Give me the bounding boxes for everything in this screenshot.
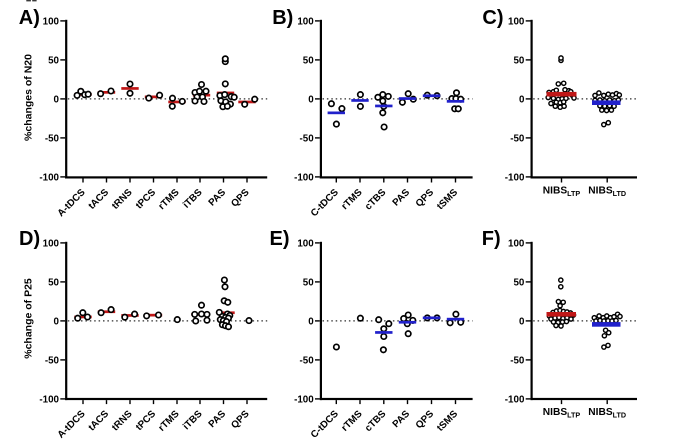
svg-text:50: 50 (513, 55, 524, 66)
svg-text:-50: -50 (45, 133, 60, 144)
svg-text:50: 50 (303, 277, 314, 288)
svg-text:100: 100 (43, 238, 60, 249)
svg-text:-100: -100 (294, 394, 314, 405)
svg-text:-100: -100 (505, 394, 525, 405)
svg-text:-100: -100 (505, 172, 525, 183)
svg-text:-100: -100 (294, 172, 314, 183)
svg-text:-50: -50 (300, 133, 315, 144)
svg-text:0: 0 (308, 94, 314, 105)
svg-text:-50: -50 (300, 355, 315, 366)
svg-text:NIBSLTD: NIBSLTD (588, 407, 626, 420)
svg-text:0: 0 (54, 316, 60, 327)
svg-text:-50: -50 (45, 355, 60, 366)
svg-text:-100: -100 (39, 394, 59, 405)
svg-text:100: 100 (297, 238, 314, 249)
svg-text:100: 100 (508, 238, 525, 249)
svg-text:100: 100 (508, 16, 525, 27)
svg-text:NIBSLTP: NIBSLTP (543, 407, 581, 420)
svg-text:B): B) (272, 7, 293, 29)
svg-text:C): C) (482, 7, 503, 29)
svg-text:NIBSLTD: NIBSLTD (588, 185, 626, 198)
svg-text:50: 50 (48, 277, 59, 288)
svg-text:F): F) (482, 228, 501, 250)
svg-text:-50: -50 (510, 355, 525, 366)
svg-text:%changes of N20: %changes of N20 (23, 54, 35, 141)
svg-text:100: 100 (43, 16, 60, 27)
svg-text:100: 100 (297, 16, 314, 27)
svg-text:50: 50 (48, 55, 59, 66)
svg-text:50: 50 (303, 55, 314, 66)
svg-text:%change of P25: %change of P25 (23, 278, 35, 359)
svg-text:0: 0 (308, 316, 314, 327)
svg-text:NIBSLTP: NIBSLTP (543, 185, 581, 198)
svg-text:A): A) (19, 7, 40, 29)
svg-text:D): D) (19, 228, 40, 250)
svg-text:-50: -50 (510, 133, 525, 144)
svg-text:0: 0 (519, 316, 525, 327)
svg-text:50: 50 (513, 277, 524, 288)
svg-text:0: 0 (54, 94, 60, 105)
svg-text:0: 0 (519, 94, 525, 105)
svg-text:-100: -100 (39, 172, 59, 183)
svg-text:E): E) (270, 228, 290, 250)
